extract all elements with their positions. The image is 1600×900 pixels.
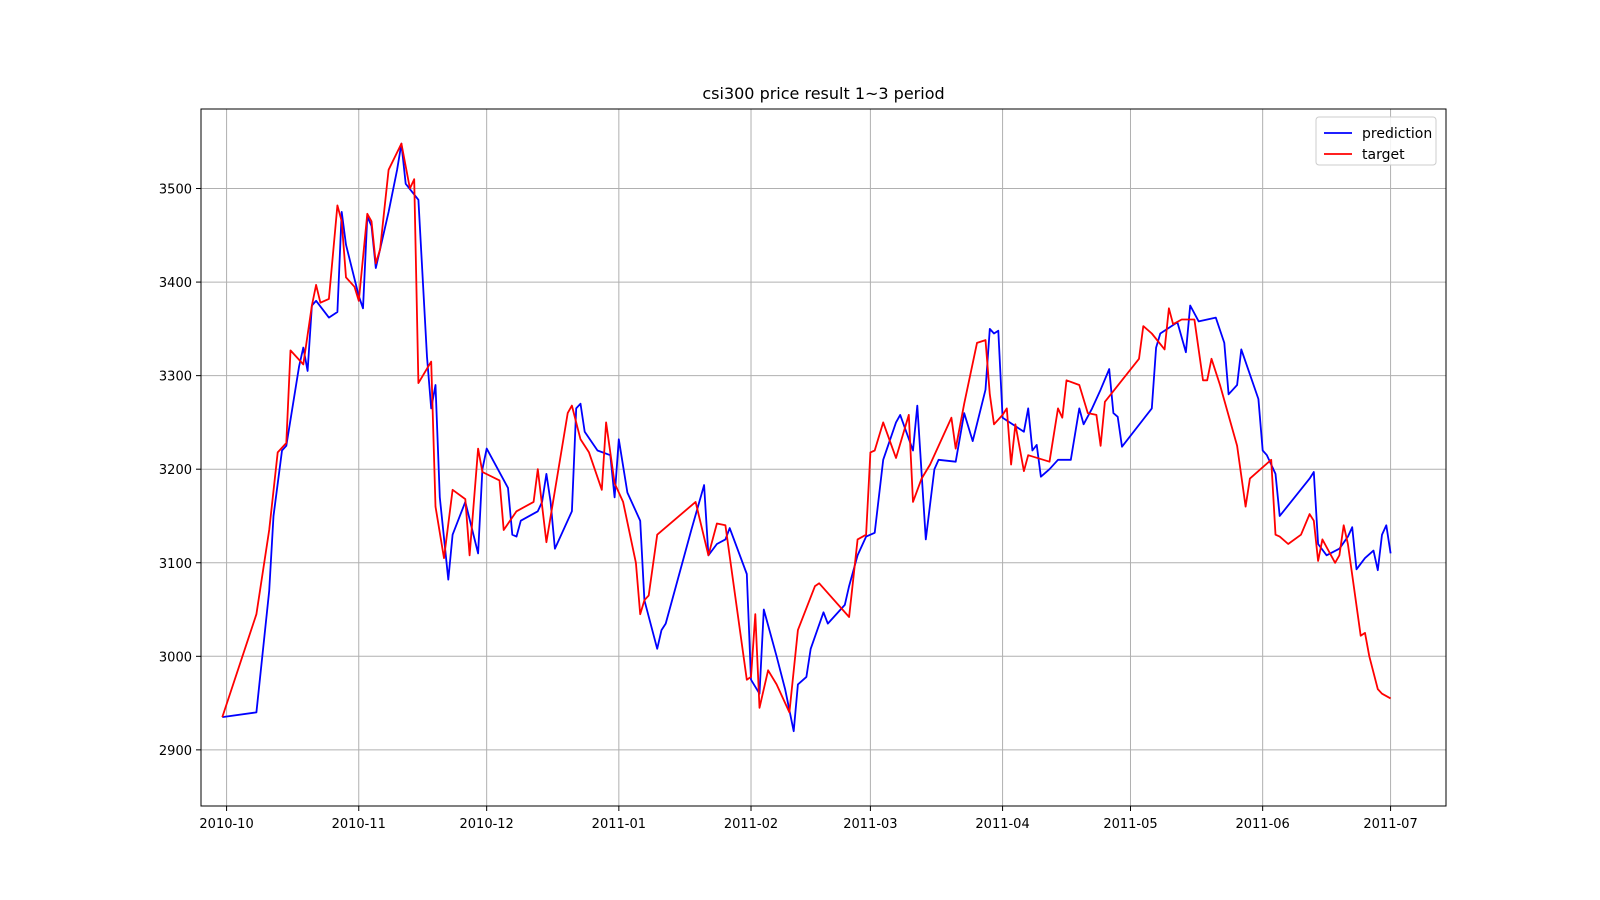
x-tick-label: 2011-07	[1363, 817, 1417, 832]
y-tick-label: 3200	[159, 463, 192, 478]
legend-box	[1315, 116, 1437, 166]
y-tick-label: 3100	[159, 557, 192, 572]
series-lines	[221, 142, 1392, 733]
y-tick-label: 2900	[159, 744, 192, 759]
x-tick-label: 2011-01	[592, 817, 646, 832]
x-axis: 2010-10 2010-11 2010-12 2011-01 2011-02 2011-…	[199, 806, 1418, 832]
y-tick-label: 3300	[159, 370, 192, 385]
legend-label-prediction: prediction	[1362, 126, 1432, 142]
x-tick-label: 2011-06	[1235, 817, 1289, 832]
legend-label-target: target	[1362, 147, 1405, 163]
x-tick-label: 2010-10	[199, 817, 253, 832]
y-tick-label: 3000	[159, 650, 192, 665]
x-tick-label: 2011-04	[975, 817, 1029, 832]
x-tick-label: 2010-11	[332, 817, 386, 832]
y-axis: 2900 3000 3100 3200 3300 3400 3500	[159, 183, 201, 759]
x-tick-label: 2010-12	[460, 817, 514, 832]
x-tick-label: 2011-02	[724, 817, 778, 832]
series-line-target	[221, 142, 1392, 718]
y-tick-label: 3400	[159, 276, 192, 291]
series-line-prediction	[222, 142, 1392, 733]
x-tick-label: 2011-03	[843, 817, 897, 832]
plot-frame	[200, 108, 1447, 807]
y-tick-label: 3500	[159, 183, 192, 198]
chart-title: csi300 price result 1~3 period	[702, 84, 944, 103]
legend: prediction target	[1315, 116, 1437, 166]
x-tick-label: 2011-05	[1103, 817, 1157, 832]
